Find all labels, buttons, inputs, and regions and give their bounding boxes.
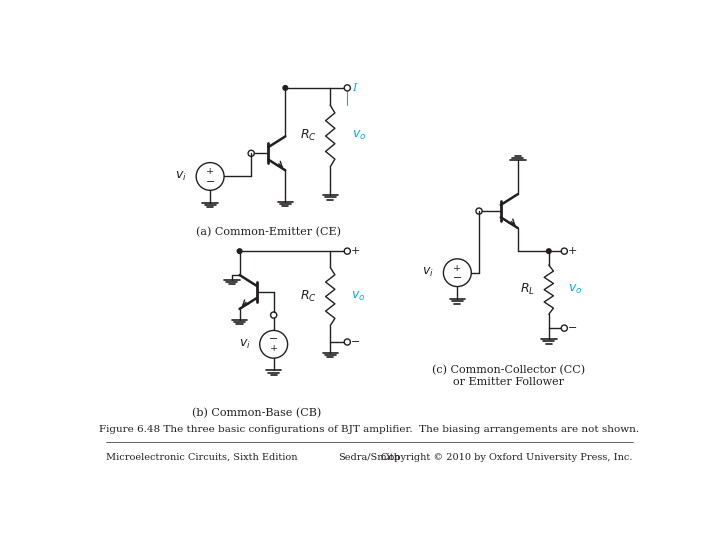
Text: Figure 6.48 The three basic configurations of BJT amplifier.  The biasing arrang: Figure 6.48 The three basic configuratio… [99,425,639,434]
Circle shape [546,249,551,253]
Text: +: + [453,264,462,273]
Text: $v_i$: $v_i$ [175,170,187,183]
Text: $v_i$: $v_i$ [423,266,434,279]
Text: Sedra/Smith: Sedra/Smith [338,453,400,462]
Text: (a) Common-Emitter (CE): (a) Common-Emitter (CE) [196,226,341,237]
Text: I: I [352,83,356,93]
Text: (c) Common-Collector (CC)
or Emitter Follower: (c) Common-Collector (CC) or Emitter Fol… [432,365,585,387]
Text: −: − [205,177,215,187]
Text: $v_i$: $v_i$ [238,338,251,351]
Text: $v_o$: $v_o$ [352,129,366,142]
Text: $R_L$: $R_L$ [520,282,535,297]
Text: $v_o$: $v_o$ [351,290,366,303]
Text: Copyright © 2010 by Oxford University Press, Inc.: Copyright © 2010 by Oxford University Pr… [381,453,632,462]
Text: $R_C$: $R_C$ [300,128,316,143]
Text: −: − [351,337,361,347]
Text: +: + [269,345,278,354]
Text: (b) Common-Base (CB): (b) Common-Base (CB) [192,408,321,418]
Text: +: + [206,167,215,177]
Text: +: + [568,246,577,256]
Circle shape [283,85,287,90]
Text: −: − [568,323,577,333]
Text: Microelectronic Circuits, Sixth Edition: Microelectronic Circuits, Sixth Edition [106,453,297,462]
Text: −: − [453,273,462,283]
Text: $R_C$: $R_C$ [300,289,316,304]
Text: −: − [269,334,279,344]
Text: $v_o$: $v_o$ [568,283,582,296]
Text: +: + [351,246,361,256]
Circle shape [238,249,242,253]
